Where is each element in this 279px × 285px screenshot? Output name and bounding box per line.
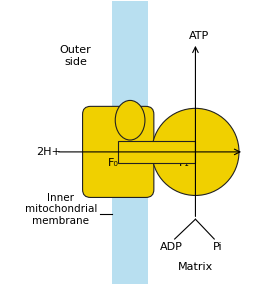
Bar [112, 1, 148, 284]
Ellipse shape [115, 100, 145, 140]
Text: F₀: F₀ [108, 158, 119, 168]
Text: Pi: Pi [212, 242, 222, 252]
Bar [118, 141, 195, 163]
FancyBboxPatch shape [83, 106, 154, 198]
Text: 2H+: 2H+ [36, 147, 61, 157]
Circle shape [152, 108, 239, 196]
Text: F₁: F₁ [179, 158, 190, 168]
Text: ADP: ADP [160, 242, 183, 252]
Text: Outer
side: Outer side [60, 45, 92, 67]
Text: ATP: ATP [189, 31, 210, 41]
Text: Matrix: Matrix [178, 262, 213, 272]
Text: Inner
mitochondrial
membrane: Inner mitochondrial membrane [25, 193, 97, 226]
